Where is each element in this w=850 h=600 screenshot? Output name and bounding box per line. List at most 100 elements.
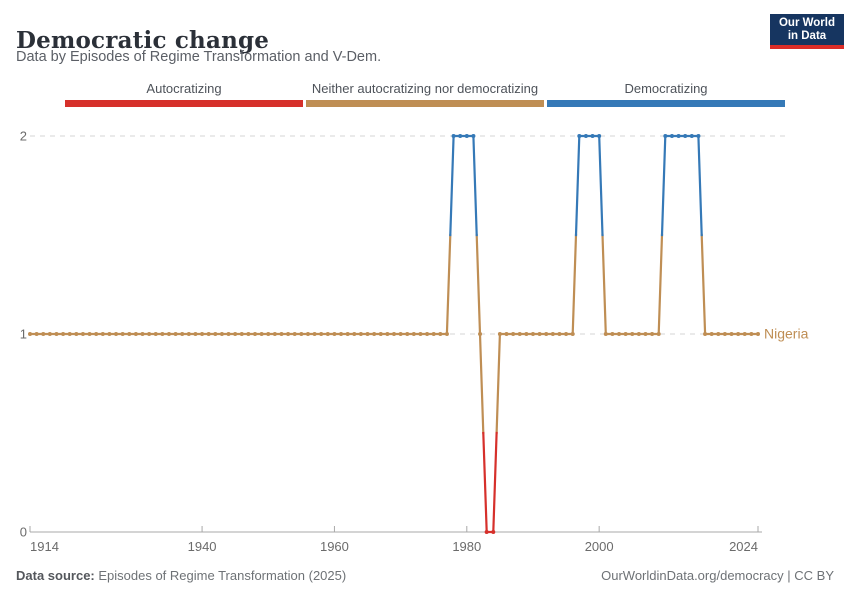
data-point-marker (239, 332, 244, 336)
data-point-marker (140, 332, 145, 336)
data-point-marker (497, 332, 502, 336)
data-point-marker (193, 332, 198, 336)
data-point-marker (358, 332, 363, 336)
data-point-marker (54, 332, 59, 336)
data-point-marker (438, 332, 443, 336)
data-point-marker (120, 332, 125, 336)
data-point-marker (153, 332, 158, 336)
legend-label: Autocratizing (146, 81, 222, 96)
data-point-marker (160, 332, 165, 336)
owid-logo[interactable]: Our World in Data (770, 14, 844, 49)
data-point-marker (464, 134, 469, 138)
data-point-marker (385, 332, 390, 336)
category-legend: Autocratizing Neither autocratizing nor … (65, 81, 785, 107)
data-point-marker (34, 332, 39, 336)
data-point-marker (656, 332, 661, 336)
series-segments-autocratizing (482, 431, 498, 534)
legend-label: Democratizing (624, 81, 708, 96)
data-point-marker (299, 332, 304, 336)
data-point-marker (696, 134, 701, 138)
data-point-marker (716, 332, 721, 336)
data-point-marker (305, 332, 310, 336)
data-point-marker (736, 332, 741, 336)
data-point-marker (650, 332, 655, 336)
data-point-marker (610, 332, 615, 336)
data-point-marker (246, 332, 251, 336)
page-title: Democratic change (16, 27, 270, 55)
credit-link[interactable]: OurWorldinData.org/democracy | CC BY (601, 568, 834, 583)
data-point-marker (47, 332, 52, 336)
data-point-marker (147, 332, 152, 336)
data-point-marker (663, 134, 668, 138)
data-point-marker (80, 332, 85, 336)
legend-color-bar-neither (306, 100, 544, 107)
data-point-marker (643, 332, 648, 336)
data-point-marker (398, 332, 403, 336)
data-source: Data source: Episodes of Regime Transfor… (16, 568, 346, 583)
chart-footer: Data source: Episodes of Regime Transfor… (0, 568, 850, 592)
legend-item-neither: Neither autocratizing nor democratizing (306, 81, 544, 107)
data-point-marker (319, 332, 324, 336)
legend-label: Neither autocratizing nor democratizing (311, 81, 539, 96)
legend-item-autocratizing: Autocratizing (65, 81, 303, 107)
data-point-marker (127, 332, 132, 336)
data-point-marker (352, 332, 357, 336)
y-tick-label: 1 (20, 327, 27, 342)
data-point-marker (219, 332, 224, 336)
data-point-marker (709, 332, 714, 336)
data-point-marker (345, 332, 350, 336)
data-point-marker (564, 332, 569, 336)
x-tick-label: 1914 (30, 539, 59, 554)
data-point-marker (418, 332, 423, 336)
legend-color-bar-autocratizing (65, 100, 303, 107)
data-point-marker (703, 332, 708, 336)
data-point-marker (425, 332, 430, 336)
data-point-marker (87, 332, 92, 336)
data-point-marker (312, 332, 317, 336)
data-point-marker (630, 332, 635, 336)
legend-color-bar-democratizing (547, 100, 785, 107)
data-point-marker (286, 332, 291, 336)
data-point-marker (689, 134, 694, 138)
data-point-marker (253, 332, 258, 336)
data-point-marker (557, 332, 562, 336)
series-segments-neither (28, 233, 760, 435)
data-point-marker (100, 332, 105, 336)
data-point-marker (577, 134, 582, 138)
y-tick-label: 0 (20, 525, 27, 540)
owid-logo-line2: in Data (787, 29, 827, 42)
owid-logo-line1: Our World (778, 16, 835, 29)
entity-label-nigeria: Nigeria (764, 326, 809, 342)
data-point-marker (259, 332, 264, 336)
data-point-marker (590, 134, 595, 138)
data-point-marker (392, 332, 396, 336)
data-point-marker (173, 332, 178, 336)
legend-item-democratizing: Democratizing (547, 81, 785, 107)
data-point-marker (444, 332, 449, 336)
x-tick-label: 1940 (188, 539, 217, 554)
data-point-marker (756, 332, 760, 336)
data-point-marker (233, 332, 238, 336)
data-point-marker (617, 332, 622, 336)
series-segments-democratizing (449, 134, 703, 237)
data-point-marker (603, 332, 608, 336)
data-point-marker (511, 332, 516, 336)
data-point-marker (272, 332, 277, 336)
data-point-marker (683, 134, 688, 138)
data-point-marker (372, 332, 377, 336)
data-point-marker (226, 332, 231, 336)
data-point-marker (570, 332, 575, 336)
data-point-marker (491, 530, 496, 534)
x-tick-label: 1960 (320, 539, 349, 554)
data-point-marker (279, 332, 284, 336)
data-point-marker (458, 134, 463, 138)
data-point-marker (504, 332, 509, 336)
data-point-marker (28, 332, 32, 336)
data-point-marker (332, 332, 337, 336)
x-tick-label: 2024 (729, 539, 758, 554)
data-point-marker (530, 332, 535, 336)
x-tick-label: 2000 (585, 539, 614, 554)
chart-subtitle: Data by Episodes of Regime Transformatio… (16, 49, 382, 65)
data-point-marker (722, 332, 727, 336)
